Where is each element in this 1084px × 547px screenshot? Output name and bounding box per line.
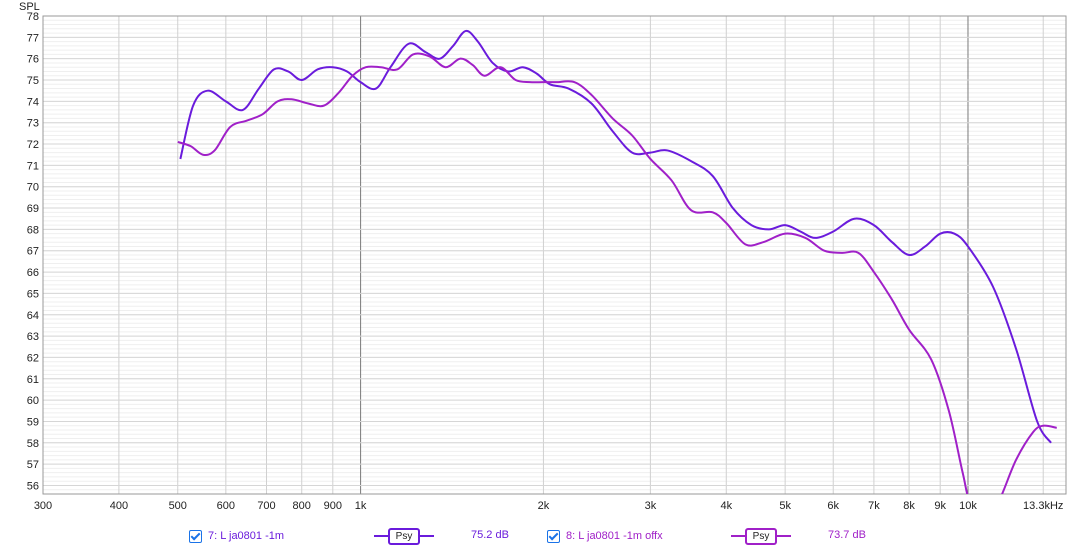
series-layer: [177, 29, 1057, 494]
y-tick-label: 58: [27, 438, 39, 450]
y-tick-label: 63: [27, 331, 39, 343]
series-7-psy-smoothing[interactable]: Psy: [374, 527, 434, 545]
series-7-level: 75.2 dB: [471, 529, 509, 541]
y-tick-label: 56: [27, 480, 39, 492]
x-tick-label: 9k: [934, 500, 946, 512]
y-axis-tick-labels: 56 57 58 59 60 61 62 63 64 65 66 67 68 69 70 71 72 73 74 75…: [27, 11, 39, 492]
x-tick-label: 10k: [959, 500, 977, 512]
series-line-2: [177, 52, 1057, 494]
x-tick-label: 6k: [827, 500, 839, 512]
x-tick-label: 13.3kHz: [1023, 500, 1063, 512]
grid-x: [42, 16, 1044, 494]
y-tick-label: 68: [27, 224, 39, 236]
x-tick-label: 8k: [903, 500, 915, 512]
y-tick-label: 60: [27, 395, 39, 407]
y-tick-label: 75: [27, 75, 39, 87]
series-7-checkbox[interactable]: [189, 529, 202, 543]
x-tick-label: 400: [110, 500, 128, 512]
x-tick-label: 1k: [355, 500, 367, 512]
legend-label: 7: L ja0801 -1m: [208, 530, 285, 542]
x-tick-label: 5k: [779, 500, 791, 512]
legend-item-series-7[interactable]: 7: L ja0801 -1m: [189, 526, 290, 546]
y-axis-label: SPL: [19, 1, 40, 13]
y-tick-label: 70: [27, 182, 39, 194]
y-tick-label: 62: [27, 352, 39, 364]
y-tick-label: 67: [27, 246, 39, 258]
y-tick-label: 78: [27, 11, 39, 23]
y-tick-label: 77: [27, 32, 39, 44]
y-tick-label: 59: [27, 416, 39, 428]
series-8-checkbox[interactable]: [547, 529, 560, 543]
x-tick-label: 3k: [645, 500, 657, 512]
y-tick-label: 73: [27, 118, 39, 130]
y-tick-label: 57: [27, 459, 39, 471]
y-tick-label: 74: [27, 96, 39, 108]
x-tick-label: 800: [293, 500, 311, 512]
y-tick-label: 76: [27, 54, 39, 66]
psy-button[interactable]: Psy: [745, 527, 777, 545]
x-tick-label: 7k: [868, 500, 880, 512]
y-tick-label: 64: [27, 310, 39, 322]
series-8-psy-smoothing[interactable]: Psy: [731, 527, 791, 545]
legend-item-series-8[interactable]: 8: L ja0801 -1m offx: [547, 526, 669, 546]
y-tick-label: 72: [27, 139, 39, 151]
y-tick-label: 69: [27, 203, 39, 215]
frequency-response-chart: 300 400 500 600 700 800 900 1k 2k 3k 4k 5k 6k 7k 8k 9k 1…: [19, 1, 1067, 512]
y-tick-label: 71: [27, 160, 39, 172]
x-tick-label: 600: [217, 500, 235, 512]
series-line-1: [179, 29, 1052, 444]
x-axis-tick-labels: 300 400 500 600 700 800 900 1k 2k 3k 4k 5k 6k 7k 8k 9k 1…: [34, 500, 1064, 512]
series-8-level: 73.7 dB: [828, 529, 866, 541]
legend-label: 8: L ja0801 -1m offx: [566, 530, 663, 542]
x-tick-label: 500: [169, 500, 187, 512]
plot-frame: [42, 15, 1067, 495]
x-tick-label: 900: [324, 500, 342, 512]
x-tick-label: 2k: [538, 500, 550, 512]
grid-y: [43, 15, 1066, 486]
x-tick-label: 700: [257, 500, 275, 512]
y-tick-label: 65: [27, 288, 39, 300]
x-tick-label: 300: [34, 500, 52, 512]
x-tick-label: 4k: [720, 500, 732, 512]
psy-button[interactable]: Psy: [388, 527, 420, 545]
y-tick-label: 66: [27, 267, 39, 279]
y-tick-label: 61: [27, 374, 39, 386]
